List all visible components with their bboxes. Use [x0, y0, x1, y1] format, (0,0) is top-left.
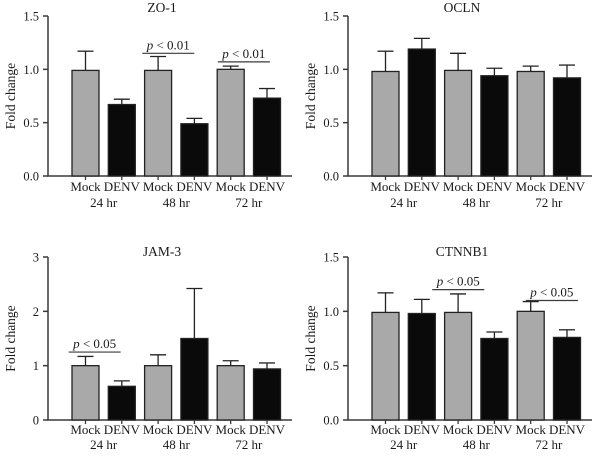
x-label-denv-24hr: DENV	[104, 179, 141, 194]
group-label-48hr: 48 hr	[463, 437, 491, 452]
bar-mock-48hr	[443, 69, 473, 177]
y-tick-label: 0.0	[323, 414, 339, 428]
group-label-72hr: 72 hr	[535, 195, 563, 210]
bar-denv-48hr	[180, 123, 209, 177]
x-label-denv-24hr: DENV	[404, 422, 441, 437]
y-tick-label: 0.0	[323, 170, 339, 184]
significance-label: p < 0.05	[529, 284, 573, 299]
bar-mock-24hr	[371, 311, 400, 421]
x-label-mock-72hr: Mock	[516, 422, 547, 437]
group-label-72hr: 72 hr	[535, 437, 563, 452]
y-tick-label: 2	[33, 305, 39, 319]
chart-cell-bottom-right: CTNNB1 Fold change 0.0 0.5 1.0 1.5 Mock DENV Moc…	[300, 228, 600, 457]
bar-mock-72hr	[216, 365, 245, 421]
x-label-mock-72hr: Mock	[216, 179, 247, 194]
x-label-mock-72hr: Mock	[516, 179, 547, 194]
y-tick-label: 0	[33, 414, 39, 428]
y-tick-label: 0.0	[23, 170, 39, 184]
y-axis-label: Fold change	[303, 63, 318, 129]
group-label-24hr: 24 hr	[90, 195, 118, 210]
bar-denv-72hr	[252, 368, 282, 421]
x-label-mock-48hr: Mock	[443, 422, 474, 437]
bar-denv-24hr	[407, 312, 436, 421]
x-label-denv-48hr: DENV	[176, 422, 213, 437]
bar-denv-48hr	[480, 75, 509, 177]
significance-label: p < 0.01	[146, 37, 190, 52]
x-label-denv-48hr: DENV	[476, 422, 513, 437]
y-tick-label: 1.0	[323, 305, 339, 319]
bar-mock-24hr	[71, 69, 100, 177]
y-tick-label: 1	[33, 359, 39, 373]
bar-mock-48hr	[143, 365, 173, 421]
significance-label: p < 0.05	[72, 336, 116, 351]
y-tick-label: 1.0	[23, 63, 39, 77]
bar-denv-72hr	[552, 77, 582, 177]
bar-denv-48hr	[180, 337, 209, 421]
y-axis-label: Fold change	[303, 305, 318, 371]
group-label-48hr: 48 hr	[463, 195, 491, 210]
y-tick-label: 1.5	[23, 10, 39, 24]
bar-mock-72hr	[516, 310, 545, 421]
x-label-mock-72hr: Mock	[216, 422, 247, 437]
y-tick-label: 0.5	[323, 116, 339, 130]
group-label-24hr: 24 hr	[390, 437, 418, 452]
x-label-mock-24hr: Mock	[70, 422, 101, 437]
bar-denv-48hr	[480, 337, 509, 421]
x-label-denv-48hr: DENV	[476, 179, 513, 194]
bar-mock-48hr	[143, 69, 173, 177]
bar-mock-72hr	[216, 68, 245, 177]
x-label-mock-24hr: Mock	[370, 179, 401, 194]
bar-denv-72hr	[552, 336, 582, 421]
bar-denv-24hr	[107, 385, 136, 421]
x-label-denv-72hr: DENV	[249, 422, 286, 437]
x-label-denv-48hr: DENV	[176, 179, 213, 194]
bar-mock-48hr	[443, 311, 473, 421]
x-label-denv-72hr: DENV	[249, 179, 286, 194]
x-label-mock-24hr: Mock	[370, 422, 401, 437]
x-label-mock-24hr: Mock	[70, 179, 101, 194]
x-label-denv-72hr: DENV	[549, 179, 586, 194]
x-label-mock-48hr: Mock	[443, 179, 474, 194]
x-label-denv-24hr: DENV	[404, 179, 441, 194]
chart-title: JAM-3	[143, 244, 182, 259]
y-tick-label: 3	[33, 251, 39, 265]
group-label-24hr: 24 hr	[390, 195, 418, 210]
x-label-denv-72hr: DENV	[549, 422, 586, 437]
bar-mock-24hr	[71, 365, 100, 421]
bar-denv-24hr	[407, 48, 436, 177]
chart-title: OCLN	[444, 0, 481, 15]
group-label-72hr: 72 hr	[235, 195, 263, 210]
y-axis-label: Fold change	[3, 305, 18, 371]
y-tick-label: 0.5	[323, 359, 339, 373]
y-tick-label: 1.5	[323, 10, 339, 24]
y-axis-label: Fold change	[3, 63, 18, 129]
significance-label: p < 0.01	[221, 46, 265, 61]
significance-label: p < 0.05	[436, 274, 480, 289]
y-tick-label: 1.0	[323, 63, 339, 77]
x-label-mock-48hr: Mock	[143, 179, 174, 194]
bar-mock-24hr	[371, 70, 400, 177]
bar-denv-24hr	[107, 103, 136, 177]
y-tick-label: 0.5	[23, 116, 39, 130]
chart-title: CTNNB1	[436, 244, 489, 259]
group-label-72hr: 72 hr	[235, 437, 263, 452]
group-label-24hr: 24 hr	[90, 437, 118, 452]
bar-mock-72hr	[516, 70, 545, 177]
chart-cell-bottom-left: JAM-3 Fold change 0 1 2 3 Mock DENV Mock DENV Mock…	[0, 228, 300, 457]
group-label-48hr: 48 hr	[163, 195, 191, 210]
chart-cell-top-right: OCLN Fold change 0.0 0.5 1.0 1.5 Mock DENV Mock D…	[300, 0, 600, 228]
x-label-mock-48hr: Mock	[143, 422, 174, 437]
chart-cell-top-left: ZO-1 Fold change 0.0 0.5 1.0 1.5 Mock DENV Mock D…	[0, 0, 300, 228]
x-label-denv-24hr: DENV	[104, 422, 141, 437]
group-label-48hr: 48 hr	[163, 437, 191, 452]
y-tick-label: 1.5	[323, 251, 339, 265]
chart-title: ZO-1	[147, 0, 176, 15]
bar-denv-72hr	[252, 97, 282, 177]
